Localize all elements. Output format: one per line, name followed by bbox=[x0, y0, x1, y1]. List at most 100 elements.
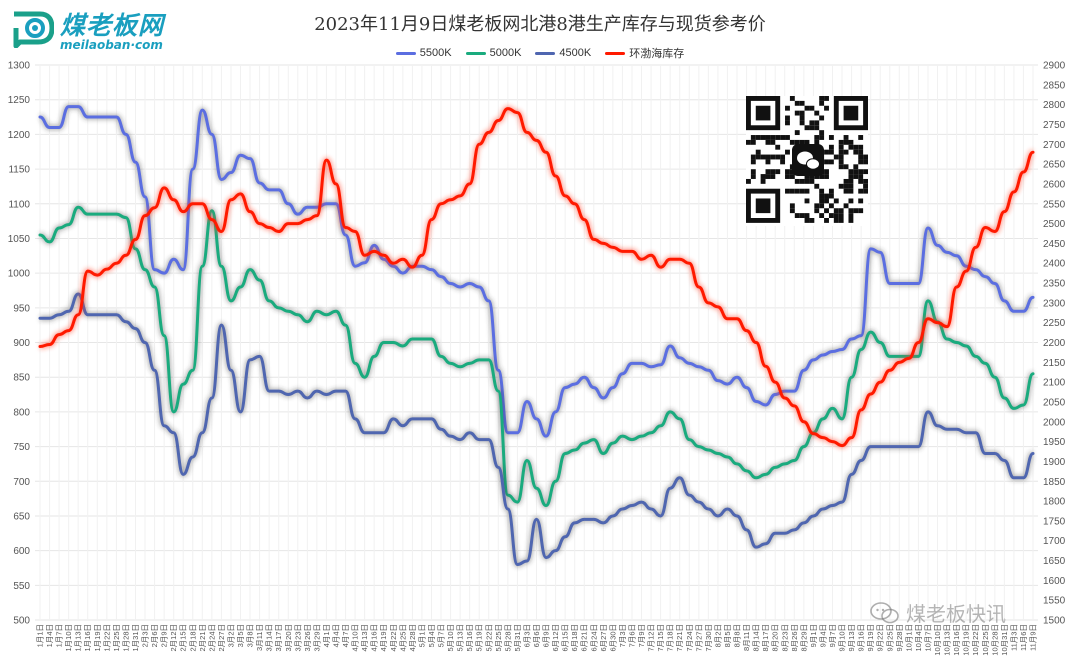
x-tick-label: 3月17日 bbox=[274, 624, 283, 652]
y-tick-label-left: 1200 bbox=[8, 130, 31, 141]
x-tick-label: 7月15日 bbox=[656, 624, 665, 652]
y-tick-label-right: 1550 bbox=[1043, 596, 1066, 607]
x-tick-label: 1月4日 bbox=[45, 624, 54, 647]
x-tick-label: 3月14日 bbox=[265, 624, 274, 652]
y-tick-label-right: 2300 bbox=[1043, 298, 1066, 309]
x-tick-label: 5月16日 bbox=[465, 624, 474, 652]
logo: 煤老板网 meilaoban·com bbox=[8, 6, 198, 52]
x-tick-label: 7月24日 bbox=[685, 624, 694, 652]
x-tick-label: 1月7日 bbox=[55, 624, 64, 647]
x-tick-label: 1月19日 bbox=[93, 624, 102, 652]
x-tick-label: 7月27日 bbox=[694, 624, 703, 652]
x-tick-label: 4月10日 bbox=[351, 624, 360, 652]
y-tick-label-right: 2150 bbox=[1043, 358, 1066, 369]
x-tick-label: 3月11日 bbox=[255, 624, 264, 651]
y-tick-label-right: 2000 bbox=[1043, 417, 1066, 428]
y-tick-label-right: 2100 bbox=[1043, 378, 1066, 389]
legend-item-5000k[interactable]: 5000K bbox=[465, 45, 522, 61]
watermark-text: 煤老板快讯 bbox=[906, 602, 1006, 626]
legend-label: 4500K bbox=[559, 47, 592, 59]
x-tick-label: 6月3日 bbox=[522, 624, 531, 647]
x-tick-label: 7月9日 bbox=[637, 624, 646, 647]
legend-swatch bbox=[465, 51, 486, 55]
x-tick-label: 5月10日 bbox=[446, 624, 455, 652]
y-tick-label-right: 1700 bbox=[1043, 536, 1066, 547]
legend-swatch bbox=[535, 51, 556, 55]
x-tick-label: 10月19日 bbox=[962, 624, 971, 656]
x-tick-label: 5月4日 bbox=[427, 624, 436, 647]
x-tick-label: 1月10日 bbox=[64, 624, 73, 652]
x-tick-label: 6月18日 bbox=[570, 624, 579, 652]
y-tick-label-right: 2650 bbox=[1043, 160, 1066, 171]
series-line-2 bbox=[38, 292, 1035, 566]
x-tick-label: 4月13日 bbox=[360, 624, 369, 652]
y-tick-label-left: 950 bbox=[13, 303, 30, 314]
x-tick-label: 1月25日 bbox=[112, 624, 121, 652]
legend-swatch bbox=[395, 51, 416, 55]
y-tick-label-right: 1650 bbox=[1043, 556, 1066, 567]
x-tick-label: 5月19日 bbox=[475, 624, 484, 652]
legend-item-5500k[interactable]: 5500K bbox=[395, 45, 452, 61]
x-tick-label: 9月19日 bbox=[866, 624, 875, 652]
y-tick-label-left: 600 bbox=[13, 546, 30, 557]
x-tick-label: 8月14日 bbox=[752, 624, 761, 652]
x-tick-label: 5月7日 bbox=[437, 624, 446, 647]
x-tick-label: 9月13日 bbox=[847, 624, 856, 652]
x-tick-label: 8月20日 bbox=[771, 624, 780, 652]
series-line-1 bbox=[38, 205, 1035, 508]
x-tick-label: 1月16日 bbox=[83, 624, 92, 652]
y-tick-label-left: 500 bbox=[13, 616, 30, 627]
y-tick-label-right: 2750 bbox=[1043, 120, 1066, 131]
x-tick-label: 9月7日 bbox=[828, 624, 837, 647]
x-tick-label: 5月25日 bbox=[494, 624, 503, 652]
series-layer bbox=[38, 103, 1036, 568]
x-tick-label: 1月13日 bbox=[74, 624, 83, 652]
legend-label: 5000K bbox=[489, 47, 522, 59]
x-tick-label: 10月22日 bbox=[971, 624, 980, 656]
x-tick-label: 2月3日 bbox=[141, 624, 150, 647]
x-tick-label: 5月31日 bbox=[513, 624, 522, 652]
y-tick-label-right: 2050 bbox=[1043, 397, 1066, 408]
grid-lines bbox=[35, 64, 1038, 621]
x-tick-label: 6月6日 bbox=[532, 624, 541, 647]
x-tick-label: 5月28日 bbox=[503, 624, 512, 652]
x-tick-label: 3月20日 bbox=[284, 624, 293, 652]
x-tick-label: 9月22日 bbox=[876, 624, 885, 652]
y-tick-label-right: 2200 bbox=[1043, 338, 1066, 349]
x-tick-label: 10月10日 bbox=[933, 624, 942, 656]
x-tick-label: 6月27日 bbox=[599, 624, 608, 652]
legend-item-4500k[interactable]: 4500K bbox=[535, 45, 591, 61]
x-tick-label: 10月16日 bbox=[952, 624, 961, 656]
x-tick-label: 7月12日 bbox=[647, 624, 656, 652]
y-axis-right: 1500 1550 1600 1650 1700 1750 1800 1850 1900 1950… bbox=[1043, 61, 1066, 627]
x-tick-label: 7月30日 bbox=[704, 624, 713, 652]
x-tick-label: 8月5日 bbox=[723, 624, 732, 647]
x-tick-label: 1月28日 bbox=[121, 624, 130, 652]
x-tick-label: 6月12日 bbox=[551, 624, 560, 652]
x-tick-label: 7月21日 bbox=[675, 624, 684, 652]
y-tick-label-right: 2400 bbox=[1043, 259, 1066, 270]
x-tick-label: 11月6日 bbox=[1019, 624, 1028, 651]
y-tick-label-left: 1150 bbox=[8, 165, 30, 176]
x-tick-label: 11月3日 bbox=[1009, 624, 1018, 651]
y-tick-label-right: 2700 bbox=[1043, 140, 1066, 151]
y-tick-label-left: 650 bbox=[13, 511, 30, 522]
x-tick-label: 2月24日 bbox=[207, 624, 216, 652]
y-tick-label-right: 2500 bbox=[1043, 219, 1066, 230]
x-tick-label: 8月8日 bbox=[733, 624, 742, 647]
x-tick-label: 2月12日 bbox=[169, 624, 178, 652]
x-tick-label: 4月19日 bbox=[379, 624, 388, 652]
x-tick-label: 9月1日 bbox=[809, 624, 818, 647]
y-tick-label-right: 2600 bbox=[1043, 179, 1066, 190]
x-tick-label: 3月29日 bbox=[312, 624, 321, 652]
x-tick-label: 4月4日 bbox=[331, 624, 340, 647]
legend-item-inventory[interactable]: 环渤海库存 bbox=[605, 45, 684, 61]
y-tick-label-left: 700 bbox=[13, 477, 30, 488]
y-tick-label-right: 2350 bbox=[1043, 279, 1066, 290]
watermark: 煤老板快讯 bbox=[870, 598, 1006, 627]
legend-swatch bbox=[605, 51, 626, 55]
x-tick-label: 2月21日 bbox=[198, 624, 207, 652]
y-tick-label-left: 1100 bbox=[8, 199, 30, 210]
chart-legend: 5500K 5000K 4500K 环渤海库存 bbox=[0, 45, 1080, 61]
series-line-0 bbox=[38, 105, 1035, 438]
